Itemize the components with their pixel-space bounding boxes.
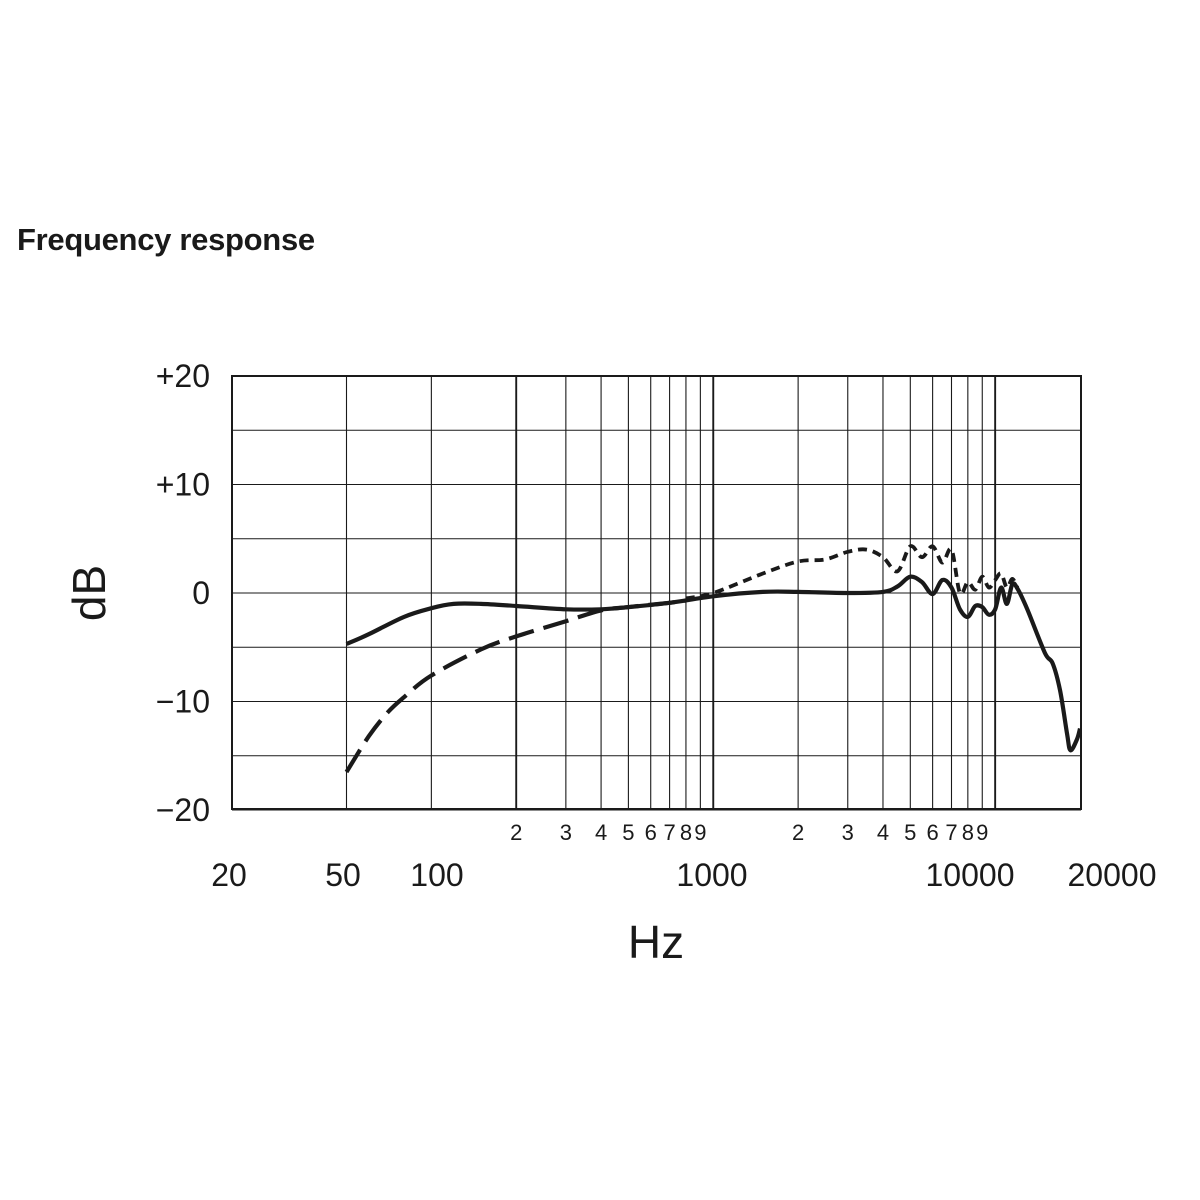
y-ticks: +20 +10 0 −10 −20 <box>156 358 210 828</box>
x-major-tick-label: 10000 <box>926 857 1015 893</box>
x-major-tick-label: 50 <box>325 857 361 893</box>
x-minor-tick-label: 5 <box>904 820 916 845</box>
series-line-dashed <box>344 598 687 774</box>
x-minor-tick-label: 8 <box>680 820 692 845</box>
x-minor-tick-label: 6 <box>645 820 657 845</box>
x-minor-tick-label: 9 <box>976 820 988 845</box>
y-tick-label: 0 <box>192 575 210 611</box>
x-minor-tick-label: 3 <box>842 820 854 845</box>
x-minor-tick-label: 5 <box>622 820 634 845</box>
x-minor-tick-label: 3 <box>560 820 572 845</box>
x-minor-tick-label: 9 <box>694 820 706 845</box>
series-line-dotted <box>685 544 1020 601</box>
x-major-tick-label: 20000 <box>1068 857 1157 893</box>
y-tick-label: +10 <box>156 467 210 503</box>
series-layer <box>344 544 1083 774</box>
x-minor-tick-label: 7 <box>945 820 957 845</box>
x-minor-tick-label: 2 <box>510 820 522 845</box>
x-minor-tick-label: 2 <box>792 820 804 845</box>
x-minor-tick-label: 7 <box>663 820 675 845</box>
x-major-tick-label: 100 <box>410 857 463 893</box>
x-minor-tick-label: 8 <box>962 820 974 845</box>
y-tick-label: −20 <box>156 792 210 828</box>
y-tick-label: −10 <box>156 684 210 720</box>
plot-frame <box>231 375 1082 810</box>
x-major-tick-label: 20 <box>211 857 247 893</box>
x-minor-tick-label: 6 <box>926 820 938 845</box>
y-tick-label: +20 <box>156 358 210 394</box>
chart-title: Frequency response <box>17 222 315 257</box>
x-major-tick-label: 1000 <box>676 857 747 893</box>
x-axis-label: Hz <box>628 916 684 968</box>
x-minor-tick-label: 4 <box>595 820 607 845</box>
series-line-solid <box>345 574 1083 753</box>
x-minor-tick-label: 4 <box>877 820 889 845</box>
y-axis-label: dB <box>63 565 115 621</box>
